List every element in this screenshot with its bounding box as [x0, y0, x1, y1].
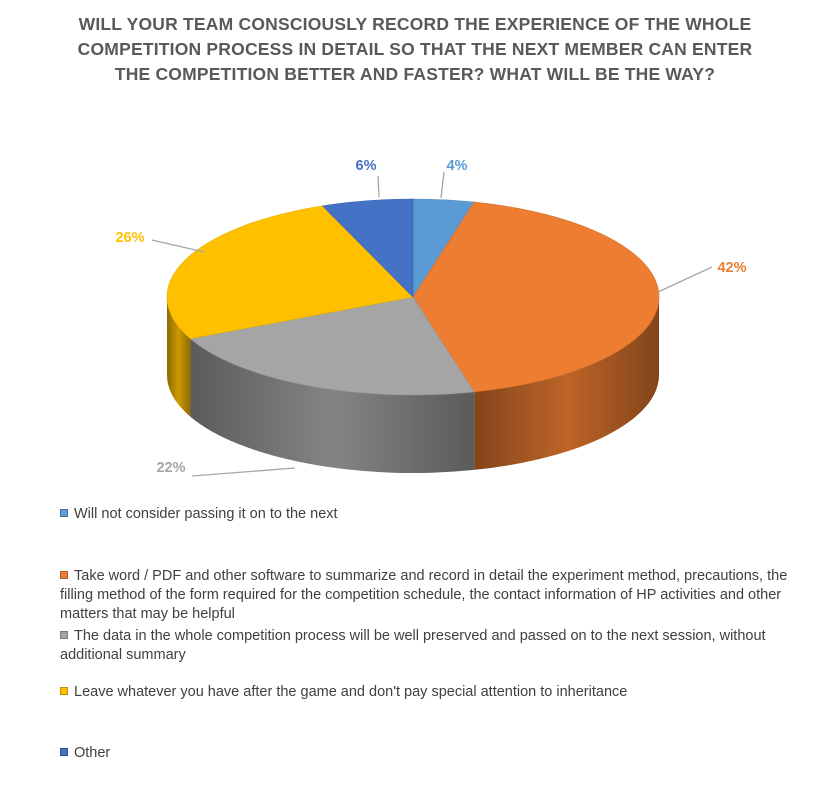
legend-item-software-summary: Take word / PDF and other software to su…: [60, 567, 800, 624]
leader-line: [151, 239, 205, 253]
data-label-the-data-in-the-whole-co: 22%: [156, 460, 185, 476]
pie-chart: 4% 42% 22% 26% 6%: [115, 158, 747, 477]
legend-marker: [60, 687, 68, 695]
leader-line: [440, 171, 445, 199]
pie-slice-leave-whatever-you-have-: [166, 205, 414, 340]
legend-label: The data in the whole competition proces…: [60, 628, 766, 663]
legend-item-other: Other: [60, 744, 800, 763]
data-label-take-word-pdf-and-other-: 42%: [717, 260, 746, 276]
pie-side-leave-whatever-you-have-: [167, 297, 191, 417]
pie-side-the-data-in-the-whole-co: [190, 338, 475, 473]
pie-slice-take-word-pdf-and-other-: [412, 201, 660, 393]
legend-label: Will not consider passing it on to the n…: [74, 506, 338, 522]
leader-line: [657, 266, 713, 293]
pie-slice-the-data-in-the-whole-co: [189, 296, 475, 396]
legend-marker: [60, 631, 68, 639]
legend-marker: [60, 509, 68, 517]
legend-label: Take word / PDF and other software to su…: [60, 568, 788, 622]
data-label-will-not-consider-passin: 4%: [447, 158, 468, 174]
legend-item-leave-whatever: Leave whatever you have after the game a…: [60, 683, 800, 702]
legend-marker: [60, 571, 68, 579]
legend-marker: [60, 748, 68, 756]
legend-item-will-not-consider: Will not consider passing it on to the n…: [60, 505, 800, 524]
legend-label: Other: [74, 745, 111, 761]
pie-side-take-word-pdf-and-other-: [474, 297, 659, 470]
data-label-leave-whatever-you-have-: 26%: [115, 230, 144, 246]
leader-line: [191, 467, 296, 477]
legend-label: Leave whatever you have after the game a…: [74, 684, 628, 700]
chart-title: WILL YOUR TEAM CONSCIOUSLY RECORD THE EX…: [77, 14, 753, 84]
legend-item-data-preserved: The data in the whole competition proces…: [60, 627, 800, 665]
data-label-other: 6%: [356, 158, 377, 174]
leader-line: [377, 175, 380, 198]
pie-slice-other: [321, 198, 414, 298]
